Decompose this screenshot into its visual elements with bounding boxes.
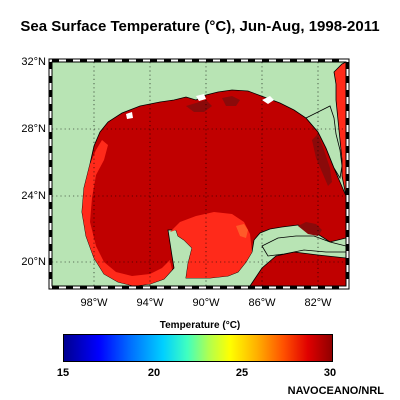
colorbar <box>63 334 333 362</box>
mexico-shelf <box>82 140 172 286</box>
yucatan-coast-patch <box>236 224 248 238</box>
delta-patch <box>222 96 240 106</box>
lon-label: 86°W <box>248 297 276 309</box>
lon-label: 90°W <box>192 297 220 309</box>
lat-label: 24°N <box>21 190 46 202</box>
lat-label: 32°N <box>21 56 46 68</box>
colorbar-tick: 25 <box>235 367 249 379</box>
colorbar-tick: 15 <box>56 367 70 379</box>
colorbar-tick: 30 <box>323 367 337 379</box>
credit-label: NAVOCEANO/NRL <box>287 385 384 397</box>
land-patch <box>126 112 133 119</box>
lon-label: 94°W <box>136 297 164 309</box>
colorbar-tick: 20 <box>147 367 161 379</box>
lat-label: 28°N <box>21 123 46 135</box>
louisiana-coast <box>186 100 212 112</box>
lat-label: 20°N <box>21 256 46 268</box>
yucatan-shelf <box>170 212 252 278</box>
warm-pool-patch <box>298 222 322 236</box>
chart-title: Sea Surface Temperature (°C), Jun-Aug, 1… <box>20 18 380 35</box>
colorbar-title: Temperature (°C) <box>159 320 241 331</box>
east-shelf <box>312 134 332 186</box>
florida-peninsula <box>305 105 343 180</box>
land-patch <box>262 96 274 104</box>
gulf-of-mexico <box>81 89 346 286</box>
lon-label: 98°W <box>80 297 108 309</box>
cuba <box>261 235 346 257</box>
lon-label: 82°W <box>304 297 332 309</box>
frame-ticks <box>49 59 349 289</box>
grid <box>52 62 346 286</box>
land-patch <box>196 94 206 101</box>
caribbean-edge <box>249 251 346 286</box>
atlantic-side <box>333 62 346 197</box>
